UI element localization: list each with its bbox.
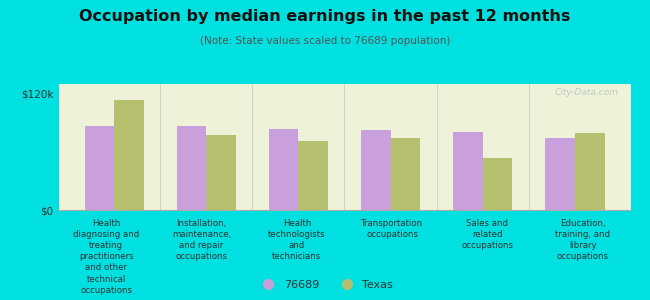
Bar — [453, 133, 483, 210]
Text: Installation,
maintenance,
and repair
occupations: Installation, maintenance, and repair oc… — [172, 219, 231, 261]
Bar — [575, 134, 604, 210]
Bar — [391, 138, 420, 210]
Legend: 76689, Texas: 76689, Texas — [252, 276, 398, 294]
Bar — [84, 126, 114, 210]
Text: Transportation
occupations: Transportation occupations — [361, 219, 423, 239]
Bar — [177, 126, 206, 210]
Text: Health
diagnosing and
treating
practitioners
and other
technical
occupations: Health diagnosing and treating practitio… — [73, 219, 139, 295]
Text: (Note: State values scaled to 76689 population): (Note: State values scaled to 76689 popu… — [200, 36, 450, 46]
Text: Education,
training, and
library
occupations: Education, training, and library occupat… — [555, 219, 610, 261]
Bar — [114, 100, 144, 210]
Bar — [361, 130, 391, 210]
Text: City-Data.com: City-Data.com — [555, 88, 619, 97]
Bar — [483, 158, 512, 210]
Bar — [206, 135, 236, 210]
Text: Occupation by median earnings in the past 12 months: Occupation by median earnings in the pas… — [79, 9, 571, 24]
Bar — [269, 129, 298, 210]
Bar — [545, 138, 575, 210]
Text: Health
technologists
and
technicians: Health technologists and technicians — [268, 219, 326, 261]
Text: Sales and
related
occupations: Sales and related occupations — [462, 219, 514, 250]
Bar — [298, 141, 328, 210]
